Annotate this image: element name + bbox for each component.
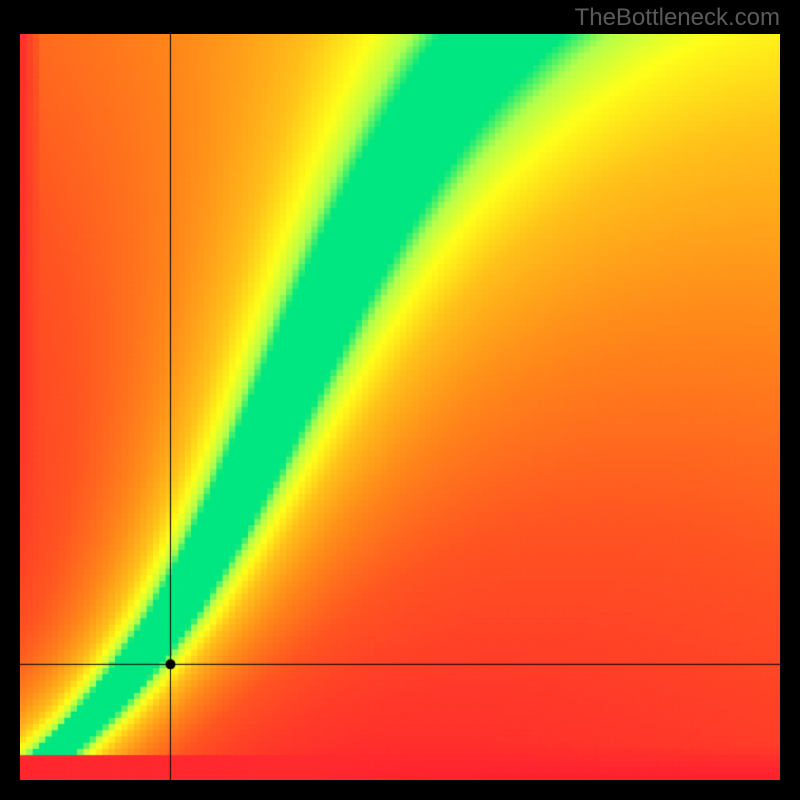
watermark-text: TheBottleneck.com — [575, 4, 780, 32]
heatmap-canvas — [20, 34, 780, 780]
chart-container: TheBottleneck.com — [0, 0, 800, 800]
heatmap-plot — [20, 34, 780, 780]
